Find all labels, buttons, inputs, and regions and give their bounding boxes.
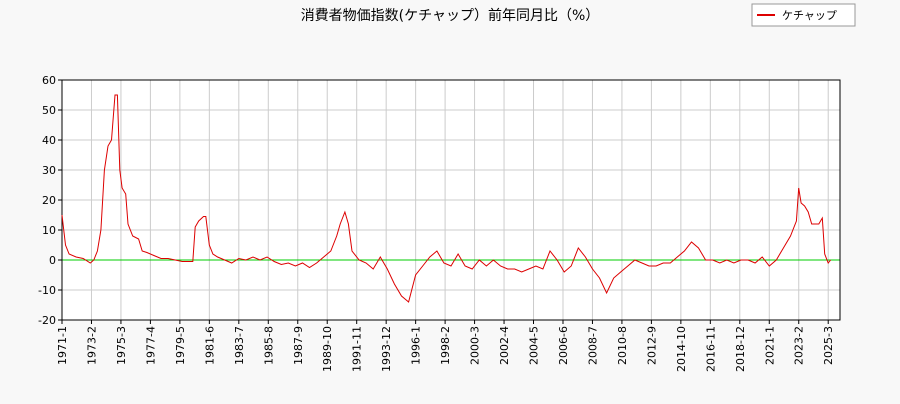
x-tick-label: 2008-7 [586, 326, 599, 365]
x-tick-label: 1985-8 [262, 326, 275, 365]
x-tick-label: 2004-5 [528, 326, 541, 365]
y-tick-label: 10 [42, 224, 56, 237]
y-tick-label: 40 [42, 134, 56, 147]
plot-frame [61, 79, 841, 321]
legend-label: ケチャップ [782, 9, 837, 22]
x-tick-label: 2012-9 [645, 326, 658, 365]
y-tick-label: 50 [42, 104, 56, 117]
x-tick-label: 1987-9 [292, 326, 305, 365]
y-tick-label: -20 [38, 314, 56, 327]
x-tick-label: 2014-10 [675, 326, 688, 372]
y-tick-label: -10 [38, 284, 56, 297]
x-tick-label: 2018-12 [734, 326, 747, 372]
y-tick-label: 0 [49, 254, 56, 267]
x-tick-label: 2016-11 [704, 326, 717, 372]
legend-box [751, 3, 856, 27]
chart-title: 消費者物価指数(ケチャップ）前年同月比（%） [301, 7, 600, 24]
x-tick-label: 1975-3 [115, 326, 128, 365]
x-tick-label: 1998-2 [439, 326, 452, 365]
legend: ケチャップ [751, 3, 856, 27]
x-tick-label: 2006-6 [557, 326, 570, 365]
x-tick-label: 1991-11 [351, 326, 364, 372]
x-tick-label: 1983-7 [233, 326, 246, 365]
y-tick-label: 20 [42, 194, 56, 207]
data-line [61, 94, 831, 303]
x-tick-label: 2010-8 [616, 326, 629, 365]
x-tick-label: 1971-1 [56, 326, 69, 365]
x-tick-label: 1989-10 [321, 326, 334, 372]
y-tick-label: 60 [42, 74, 56, 87]
x-tick-label: 1973-2 [85, 326, 98, 365]
x-tick-label: 1981-6 [203, 326, 216, 365]
x-tick-label: 2021-1 [763, 326, 776, 365]
x-tick-label: 1979-5 [174, 326, 187, 365]
x-tick-label: 2025-3 [822, 326, 835, 365]
x-tick-label: 2000-3 [469, 326, 482, 365]
y-tick-label: 30 [42, 164, 56, 177]
x-tick-label: 2023-2 [793, 326, 806, 365]
x-tick-label: 1996-1 [410, 326, 423, 365]
x-tick-label: 2002-4 [498, 326, 511, 365]
x-tick-label: 1993-12 [380, 326, 393, 372]
x-tick-label: 1977-4 [144, 326, 157, 365]
